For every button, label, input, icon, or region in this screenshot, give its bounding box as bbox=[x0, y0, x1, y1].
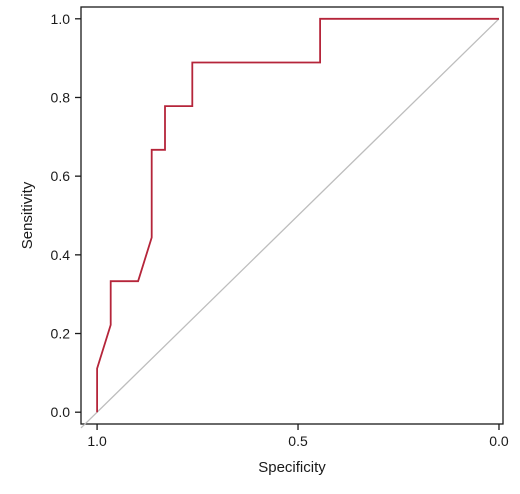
x-axis-title: Specificity bbox=[258, 459, 326, 476]
y-axis-ticks: 0.0 0.2 0.4 0.6 0.8 1.0 bbox=[51, 11, 81, 420]
y-tick-label: 0.2 bbox=[51, 326, 71, 342]
y-tick-label: 0.8 bbox=[51, 89, 71, 105]
x-tick-label: 0.0 bbox=[489, 433, 509, 449]
y-axis-title: Sensitivity bbox=[19, 181, 36, 249]
plot-frame bbox=[80, 6, 504, 425]
y-tick-label: 0.6 bbox=[51, 168, 71, 184]
x-tick-label: 1.0 bbox=[87, 433, 107, 449]
y-tick-label: 0.4 bbox=[51, 247, 71, 263]
y-tick-label: 0.0 bbox=[51, 404, 71, 420]
x-axis-ticks: 1.0 0.5 0.0 bbox=[87, 424, 509, 449]
x-tick-label: 0.5 bbox=[288, 433, 308, 449]
y-tick-label: 1.0 bbox=[51, 11, 71, 27]
roc-curve bbox=[96, 17, 499, 413]
reference-diagonal bbox=[80, 18, 500, 429]
